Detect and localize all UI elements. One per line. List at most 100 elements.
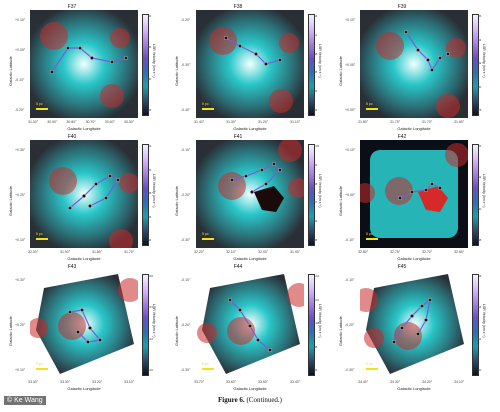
- colorbar-tick-label: 102: [314, 297, 320, 302]
- scale-bar-label: 5 pc: [36, 362, 43, 366]
- panel-title: F40: [67, 134, 77, 140]
- scale-bar-label: 5 pc: [366, 232, 373, 236]
- colorbar-tick-label: 96: [314, 219, 318, 224]
- colorbar-label: LSR Velocity (km s⁻¹): [482, 304, 486, 338]
- y-tick-label: -0.10°: [181, 148, 191, 152]
- x-tick-label: 31.00°: [28, 120, 39, 124]
- colorbar-tick-label: 92: [148, 144, 152, 148]
- panel-f45: F45 5 pc Galactic Latitude -0.10° -0.20° -0.…: [336, 264, 496, 392]
- panel-map-image: [360, 10, 468, 118]
- x-tick-label: 31.75°: [390, 120, 401, 124]
- panel-f43: F43 5 pc Galactic Latitude +0.30° +0.20° +0.…: [6, 264, 166, 392]
- x-tick-label: 31.80°: [92, 250, 103, 254]
- scale-bar: [36, 238, 48, 240]
- x-axis-label: Galactic Longitude: [233, 126, 267, 131]
- x-tick-label: 30.70°: [85, 120, 96, 124]
- colorbar-tick-label: 96: [314, 368, 318, 372]
- scale-bar-label: 5 pc: [202, 102, 209, 106]
- scale-bar-label: 5 pc: [36, 232, 43, 236]
- x-tick-label: 33.40°: [290, 380, 301, 384]
- colorbar-label: LSR Velocity (km s⁻¹): [152, 304, 156, 338]
- y-tick-label: +0.10°: [15, 18, 26, 22]
- x-axis-label: Galactic Longitude: [397, 126, 431, 131]
- x-tick-label: 32.10°: [226, 250, 237, 254]
- x-tick-label: 33.20°: [92, 380, 103, 384]
- panel-title: F41: [233, 134, 243, 140]
- y-tick-label: +0.10°: [345, 148, 356, 152]
- x-tick-label: 34.10°: [454, 380, 465, 384]
- x-tick-label: 30.90°: [47, 120, 58, 124]
- scale-bar: [202, 108, 214, 110]
- scale-bar: [36, 368, 48, 370]
- colorbar-tick-label: 78: [478, 108, 482, 112]
- scale-bar: [202, 238, 214, 240]
- colorbar-tick-label: 88: [148, 191, 152, 195]
- x-tick-label: 30.50°: [124, 120, 135, 124]
- scale-bar-label: 5 pc: [202, 362, 209, 366]
- colorbar-tick-label: 48: [314, 51, 318, 56]
- colorbar-tick-label: 52: [478, 336, 482, 341]
- y-tick-label: -0.20°: [181, 18, 191, 22]
- colorbar-tick-label: 80: [478, 84, 482, 89]
- colorbar-tick-label: 99: [314, 162, 318, 167]
- x-tick-label: 32.70°: [422, 250, 433, 254]
- panel-map-image: [196, 10, 304, 118]
- colorbar-tick-label: 45: [148, 45, 152, 50]
- panel-map-image: [196, 140, 304, 248]
- y-tick-label: +0.00°: [15, 48, 26, 52]
- colorbar-tick-label: 40: [148, 76, 152, 81]
- photo-credit: © Ke Wang: [4, 396, 46, 405]
- x-tick-label: 32.80°: [358, 250, 369, 254]
- colorbar-tick-label: 90: [478, 206, 482, 211]
- x-axis-label: Galactic Longitude: [233, 386, 267, 391]
- scale-bar: [366, 368, 378, 370]
- x-axis-label: Galactic Longitude: [233, 256, 267, 261]
- panel-f39: F39 5 pc Galactic Latitude +0.10° +0.05° +0.…: [336, 4, 496, 132]
- velocity-colorbar: [308, 274, 315, 376]
- x-tick-label: 31.40°: [194, 120, 205, 124]
- colorbar-tick-label: 104: [148, 305, 154, 310]
- scale-bar-label: 5 pc: [202, 232, 209, 236]
- colorbar-tick-label: 100: [314, 321, 320, 325]
- colorbar-tick-label: 50: [478, 368, 482, 372]
- y-tick-label: -0.30°: [345, 368, 355, 372]
- colorbar-tick-label: 95: [314, 238, 318, 242]
- x-tick-label: 31.90°: [290, 250, 301, 254]
- x-tick-label: 30.60°: [104, 120, 115, 124]
- panel-title: F38: [233, 4, 243, 10]
- y-axis-label: Galactic Latitude: [8, 186, 13, 216]
- colorbar-label: LSR Velocity (km s⁻¹): [482, 44, 486, 78]
- y-tick-label: -0.20°: [345, 323, 355, 327]
- colorbar-tick-label: 50: [148, 14, 152, 18]
- y-axis-label: Galactic Latitude: [8, 316, 13, 346]
- y-tick-label: +0.30°: [15, 148, 26, 152]
- colorbar-label: LSR Velocity (km s⁻¹): [318, 304, 322, 338]
- colorbar-tick-label: 82: [478, 61, 482, 65]
- x-tick-label: 32.00°: [28, 250, 39, 254]
- panel-f44: F44 5 pc Galactic Latitude -0.10° -0.20° -0.…: [172, 264, 332, 392]
- y-tick-label: +0.30°: [15, 278, 26, 282]
- scale-bar-label: 5 pc: [36, 102, 43, 106]
- y-tick-label: +0.10°: [345, 18, 356, 22]
- colorbar-tick-label: 98: [314, 344, 318, 349]
- colorbar-tick-label: 45: [314, 70, 318, 75]
- colorbar-label: LSR Velocity (km s⁻¹): [318, 44, 322, 78]
- colorbar-tick-label: 104: [314, 274, 320, 278]
- velocity-colorbar: [142, 14, 149, 116]
- x-tick-label: 33.10°: [124, 380, 135, 384]
- y-tick-label: +0.00°: [345, 193, 356, 197]
- x-tick-label: 33.60°: [226, 380, 237, 384]
- scale-bar: [36, 108, 48, 110]
- colorbar-tick-label: 92: [478, 175, 482, 180]
- velocity-colorbar: [308, 14, 315, 116]
- y-tick-label: -0.10°: [181, 278, 191, 282]
- y-tick-label: -0.20°: [15, 108, 25, 112]
- caption-note: (Continued.): [246, 396, 283, 404]
- x-axis-label: Galactic Longitude: [67, 256, 101, 261]
- colorbar-tick-label: 84: [478, 37, 482, 42]
- panel-f37: F37 5 pc Galactic Latitude +0.10° +0.00° -0.…: [6, 4, 166, 132]
- y-tick-label: -0.40°: [181, 108, 191, 112]
- x-tick-label: 32.20°: [194, 250, 205, 254]
- velocity-colorbar: [142, 144, 149, 246]
- y-tick-label: -0.30°: [181, 63, 191, 67]
